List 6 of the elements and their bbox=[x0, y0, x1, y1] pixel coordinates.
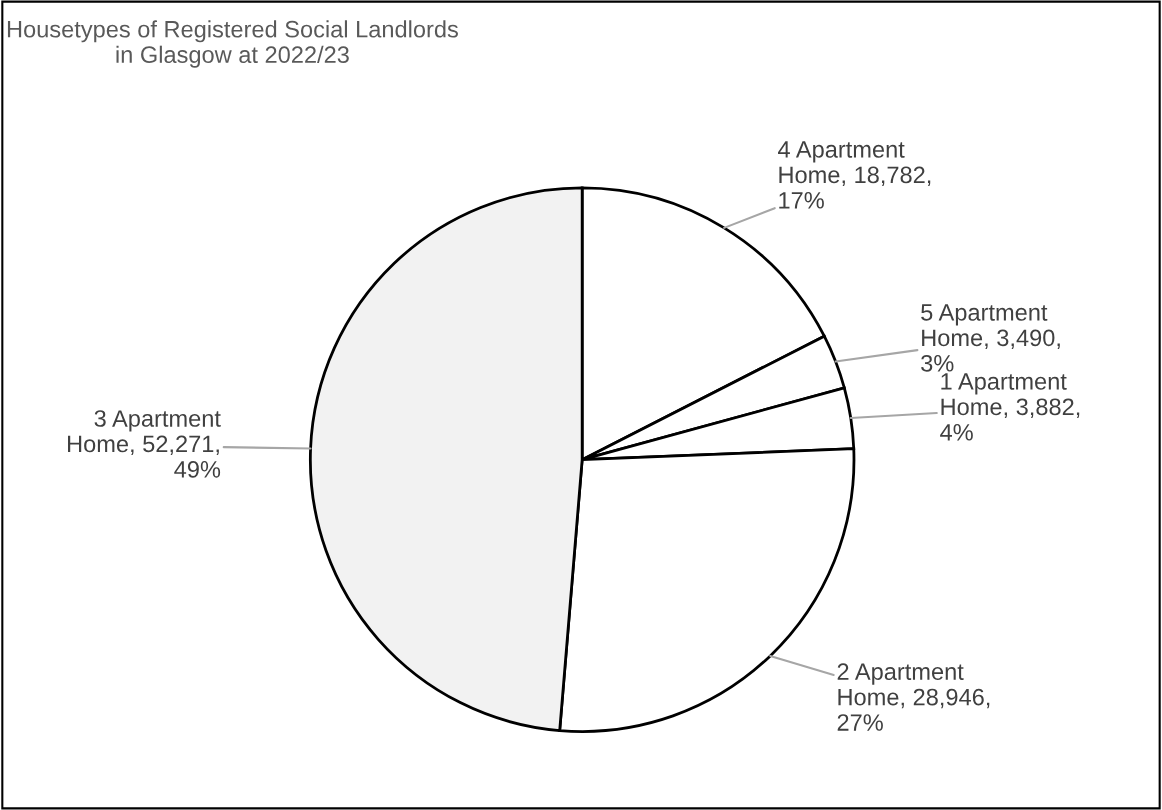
slice-label: 2 Apartment Home, 28,946, 27% bbox=[837, 663, 990, 731]
slice-label: 5 Apartment Home, 3,490, 3% bbox=[921, 304, 1060, 372]
slice-label: 3 Apartment Home, 52,271, 49% bbox=[68, 410, 221, 478]
chart-title: Housetypes of Registered Social Landlords in Glasgow at 2022/23 bbox=[7, 20, 458, 68]
slice-label: 1 Apartment Home, 3,882, 4% bbox=[940, 373, 1080, 441]
slice-label: 4 Apartment Home, 18,782, 17% bbox=[778, 141, 931, 209]
